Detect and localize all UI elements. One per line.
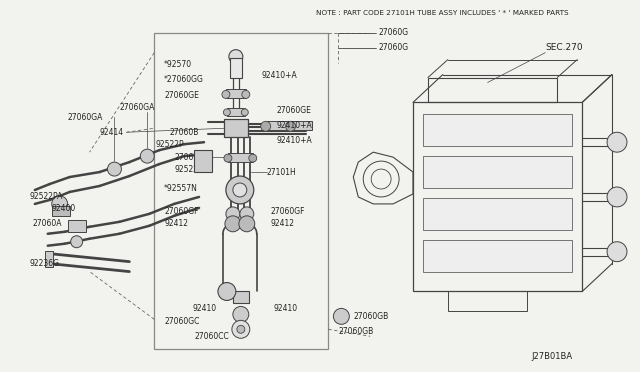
Bar xyxy=(413,102,582,292)
Bar xyxy=(423,198,572,230)
Text: 92236G: 92236G xyxy=(30,259,60,268)
Circle shape xyxy=(222,90,230,99)
Text: 27060B: 27060B xyxy=(174,153,204,162)
Text: 92410+A: 92410+A xyxy=(276,121,312,130)
Bar xyxy=(154,33,328,349)
Circle shape xyxy=(241,109,248,116)
Text: SEC.270: SEC.270 xyxy=(545,43,583,52)
Circle shape xyxy=(242,90,250,99)
Text: 27060GB: 27060GB xyxy=(353,312,388,321)
Bar xyxy=(45,251,52,267)
Bar xyxy=(194,150,212,172)
Text: 92410: 92410 xyxy=(192,304,216,313)
Text: 92410+A: 92410+A xyxy=(276,136,312,145)
Circle shape xyxy=(218,282,236,301)
Text: 92522PA: 92522PA xyxy=(30,192,63,202)
Text: 27060GB: 27060GB xyxy=(339,327,374,336)
Circle shape xyxy=(224,154,232,162)
Text: 27060G: 27060G xyxy=(378,28,408,37)
Circle shape xyxy=(225,216,241,232)
Circle shape xyxy=(232,320,250,338)
Text: 27060G: 27060G xyxy=(378,43,408,52)
Text: 27060GF: 27060GF xyxy=(164,207,198,217)
Circle shape xyxy=(229,49,243,64)
Bar xyxy=(448,292,527,311)
Bar xyxy=(226,90,246,99)
Bar xyxy=(428,77,557,102)
Circle shape xyxy=(607,132,627,152)
Bar xyxy=(52,206,70,216)
Circle shape xyxy=(285,121,296,131)
Text: J27B01BA: J27B01BA xyxy=(531,352,572,361)
Circle shape xyxy=(226,176,254,204)
Text: 92412: 92412 xyxy=(271,219,294,228)
Text: 27060GA: 27060GA xyxy=(120,103,155,112)
Text: 92522P: 92522P xyxy=(174,164,203,174)
Text: 27060GE: 27060GE xyxy=(276,106,312,115)
Circle shape xyxy=(52,196,68,212)
Circle shape xyxy=(233,183,247,197)
Circle shape xyxy=(233,307,249,323)
Text: 92410: 92410 xyxy=(274,304,298,313)
Text: 92400: 92400 xyxy=(52,204,76,214)
Text: 27101H: 27101H xyxy=(267,167,296,177)
Bar xyxy=(228,153,253,162)
Bar xyxy=(423,114,572,146)
Text: *27060GG: *27060GG xyxy=(164,75,204,84)
Text: NOTE : PART CODE 27101H TUBE ASSY INCLUDES ' * ' MARKED PARTS: NOTE : PART CODE 27101H TUBE ASSY INCLUD… xyxy=(316,10,569,16)
Circle shape xyxy=(607,242,627,262)
Bar xyxy=(291,121,312,130)
Text: 92414: 92414 xyxy=(99,128,124,137)
Text: 27060GF: 27060GF xyxy=(271,207,305,217)
Text: 92410+A: 92410+A xyxy=(262,71,298,80)
Circle shape xyxy=(607,187,627,207)
Bar xyxy=(233,292,249,304)
Circle shape xyxy=(249,154,257,162)
Text: 92412: 92412 xyxy=(164,219,188,228)
Bar xyxy=(224,119,248,137)
Bar xyxy=(266,121,287,130)
Bar xyxy=(423,156,572,188)
Text: 27060A: 27060A xyxy=(33,219,62,228)
Circle shape xyxy=(223,109,230,116)
Circle shape xyxy=(237,326,245,333)
Circle shape xyxy=(140,149,154,163)
Text: 27060GA: 27060GA xyxy=(68,113,103,122)
Text: 27060GE: 27060GE xyxy=(164,91,199,100)
Text: 27060GC: 27060GC xyxy=(164,317,200,326)
Text: *92570: *92570 xyxy=(164,60,193,69)
Text: 27060CC: 27060CC xyxy=(194,332,229,341)
Bar xyxy=(227,108,245,116)
Bar xyxy=(423,240,572,272)
Bar xyxy=(230,58,242,77)
Circle shape xyxy=(240,207,254,221)
Circle shape xyxy=(226,207,240,221)
Circle shape xyxy=(108,162,122,176)
Bar xyxy=(68,220,86,232)
Text: *92557N: *92557N xyxy=(164,185,198,193)
Circle shape xyxy=(239,216,255,232)
Circle shape xyxy=(333,308,349,324)
Text: 27060B: 27060B xyxy=(169,128,198,137)
Text: 92522P: 92522P xyxy=(156,140,184,149)
Circle shape xyxy=(70,236,83,248)
Circle shape xyxy=(260,121,271,131)
